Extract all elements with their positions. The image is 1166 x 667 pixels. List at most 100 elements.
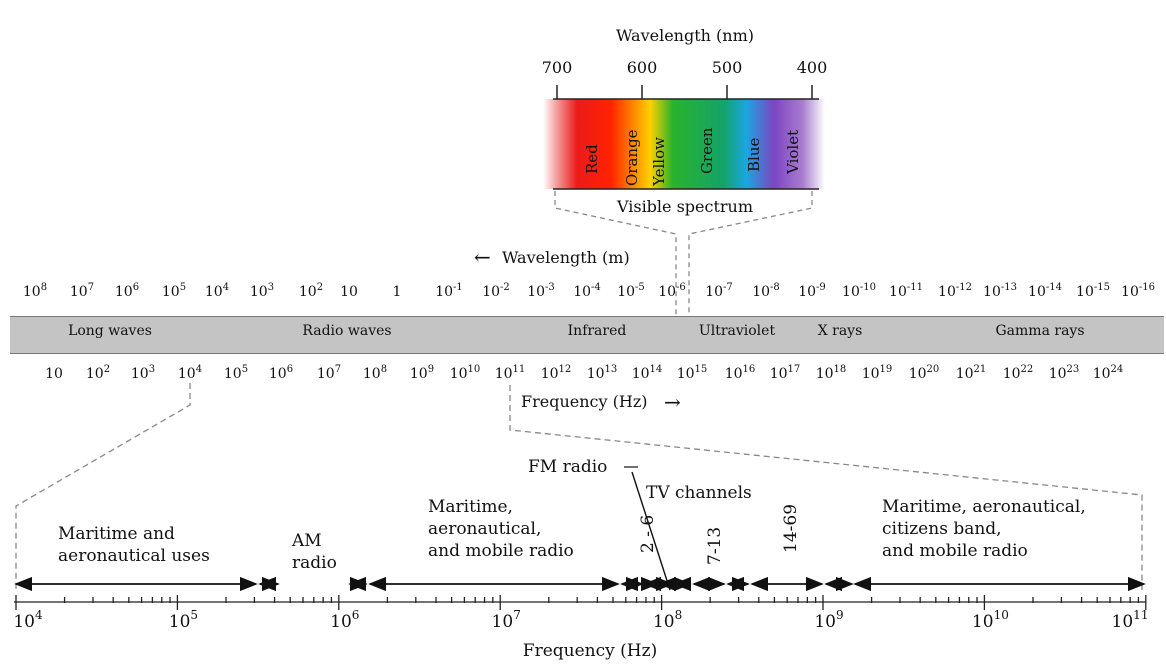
wavelength-tick-base: 10 <box>204 284 223 300</box>
radio-tick-exponent: 9 <box>836 608 844 622</box>
wavelength-tick: 10-12 <box>938 282 972 300</box>
wavelength-label: Wavelength (m) <box>502 248 630 267</box>
wavelength-tick-base: 10 <box>249 284 268 300</box>
wavelength-tick-exponent: -13 <box>1000 282 1017 293</box>
wavelength-tick-base: 10 <box>798 284 817 300</box>
tv-ch-2-6-label: 2 - 6 <box>638 514 658 553</box>
wavelength-tick-exponent: 6 <box>132 282 140 293</box>
frequency-tick: 109 <box>410 364 434 382</box>
frequency-tick-exponent: 6 <box>286 364 294 375</box>
wavelength-tick: 10-14 <box>1028 282 1062 300</box>
visible-tick-400: 400 <box>796 58 828 77</box>
radio-tick-exponent: 4 <box>35 608 43 622</box>
maritime-citizens-label: Maritime, aeronautical, citizens band, a… <box>882 496 1086 562</box>
radio-tick-base: 10 <box>168 612 191 632</box>
radio-tick-base: 10 <box>491 612 514 632</box>
region-label: Long waves <box>68 323 152 339</box>
wavelength-tick: 10-5 <box>617 282 645 300</box>
wavelength-tick: 10-16 <box>1121 282 1155 300</box>
wavelength-tick-exponent: -1 <box>453 282 463 293</box>
frequency-tick-base: 10 <box>955 366 974 382</box>
frequency-tick: 1017 <box>770 364 801 382</box>
wavelength-tick: 102 <box>299 282 324 300</box>
am-radio-line-1: AM <box>292 531 322 551</box>
maritime-aero-label: Maritime and aeronautical uses <box>58 523 210 567</box>
frequency-tick-base: 10 <box>268 366 287 382</box>
wavelength-tick-base: 10 <box>938 284 956 300</box>
frequency-tick: 104 <box>178 364 203 382</box>
frequency-tick-base: 10 <box>586 366 605 382</box>
frequency-tick-exponent: 24 <box>1110 364 1124 375</box>
wavelength-tick: 10 <box>340 284 358 300</box>
frequency-tick-base: 10 <box>631 366 650 382</box>
frequency-tick-exponent: 18 <box>833 364 847 375</box>
frequency-tick: 108 <box>363 364 388 382</box>
frequency-tick-base: 10 <box>1092 366 1111 382</box>
frequency-tick: 1024 <box>1092 364 1124 382</box>
visible-color-label: Blue <box>745 137 763 172</box>
wavelength-tick-exponent: 4 <box>222 282 230 293</box>
maritime-citizens-line-1: Maritime, aeronautical, <box>882 497 1086 517</box>
wavelength-tick-base: 10 <box>340 284 358 300</box>
wavelength-tick: 10-7 <box>705 282 733 300</box>
radio-tick: 105 <box>168 608 198 632</box>
radio-axis-ticks <box>15 595 1147 610</box>
wavelength-tick-base: 10 <box>69 284 88 300</box>
frequency-tick: 1011 <box>495 364 526 382</box>
am-radio-line-2: radio <box>292 553 337 573</box>
frequency-tick-base: 10 <box>449 366 468 382</box>
frequency-tick: 1012 <box>540 364 572 382</box>
frequency-tick-exponent: 20 <box>926 364 940 375</box>
wavelength-tick-exponent: 2 <box>316 282 324 293</box>
wavelength-tick: 10-10 <box>842 282 876 300</box>
wavelength-tick-exponent: 8 <box>40 282 48 293</box>
wavelength-tick-exponent: -11 <box>906 282 923 293</box>
frequency-tick-base: 10 <box>45 366 63 382</box>
frequency-tick: 106 <box>268 364 294 382</box>
radio-zoom-lines <box>15 383 1143 590</box>
radio-tick-base: 10 <box>814 612 836 632</box>
wavelength-tick: 106 <box>115 282 140 300</box>
radio-tick-exponent: 11 <box>1133 608 1149 622</box>
fm-pointer <box>631 471 671 591</box>
wavelength-tick-exponent: -7 <box>723 282 733 293</box>
frequency-tick-exponent: 2 <box>103 364 111 375</box>
wavelength-tick-exponent: -12 <box>955 282 972 293</box>
visible-spectrum-bar <box>543 99 825 189</box>
visible-color-label: Yellow <box>650 137 668 186</box>
wavelength-tick-exponent: -15 <box>1093 282 1110 293</box>
tv-ch-7-13-label: 7-13 <box>705 526 725 565</box>
frequency-tick: 1022 <box>1003 364 1034 382</box>
frequency-tick-exponent: 3 <box>148 364 156 375</box>
wavelength-tick: 10-1 <box>435 282 463 300</box>
radio-tick-base: 10 <box>971 612 994 632</box>
frequency-tick-exponent: 8 <box>380 364 388 375</box>
wavelength-tick: 10-9 <box>798 282 826 300</box>
wavelength-tick-base: 10 <box>482 284 501 300</box>
visible-title: Wavelength (nm) <box>615 26 755 45</box>
wavelength-tick-exponent: -4 <box>591 282 601 293</box>
radio-axis-label: Frequency (Hz) <box>522 641 658 661</box>
wavelength-tick-base: 10 <box>983 284 1001 300</box>
visible-scale-ticks <box>556 85 813 99</box>
frequency-tick-exponent: 16 <box>742 364 756 375</box>
visible-caption: Visible spectrum <box>616 197 754 216</box>
maritime-mobile-line-2: aeronautical, <box>428 519 542 539</box>
frequency-tick-exponent: 4 <box>195 364 203 375</box>
maritime-aero-line-1: Maritime and <box>58 524 175 544</box>
wavelength-tick-exponent: 7 <box>87 282 95 293</box>
wavelength-tick: 104 <box>204 282 230 300</box>
wavelength-tick-base: 10 <box>617 284 636 300</box>
frequency-tick-base: 10 <box>540 366 559 382</box>
radio-tick: 108 <box>653 608 682 632</box>
frequency-tick-base: 10 <box>815 366 834 382</box>
radio-tick-base: 10 <box>330 612 352 632</box>
frequency-arrow: → <box>664 390 681 414</box>
frequency-tick-exponent: 5 <box>241 364 249 375</box>
frequency-tick: 1010 <box>449 364 481 382</box>
fm-radio-label: FM radio <box>528 457 608 477</box>
wavelength-tick-exponent: 5 <box>179 282 187 293</box>
maritime-aero-line-2: aeronautical uses <box>58 546 210 566</box>
frequency-label: Frequency (Hz) <box>521 392 648 411</box>
radio-tick-exponent: 7 <box>513 608 521 622</box>
